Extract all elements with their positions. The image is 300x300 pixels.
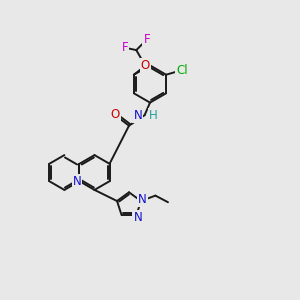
Text: F: F [122, 41, 128, 54]
Text: N: N [73, 175, 81, 188]
Text: H: H [149, 109, 158, 122]
Text: F: F [143, 33, 150, 46]
Text: Cl: Cl [176, 64, 188, 77]
Text: N: N [138, 193, 147, 206]
Text: N: N [134, 109, 142, 122]
Text: O: O [141, 59, 150, 72]
Text: O: O [110, 108, 119, 121]
Text: N: N [134, 211, 142, 224]
